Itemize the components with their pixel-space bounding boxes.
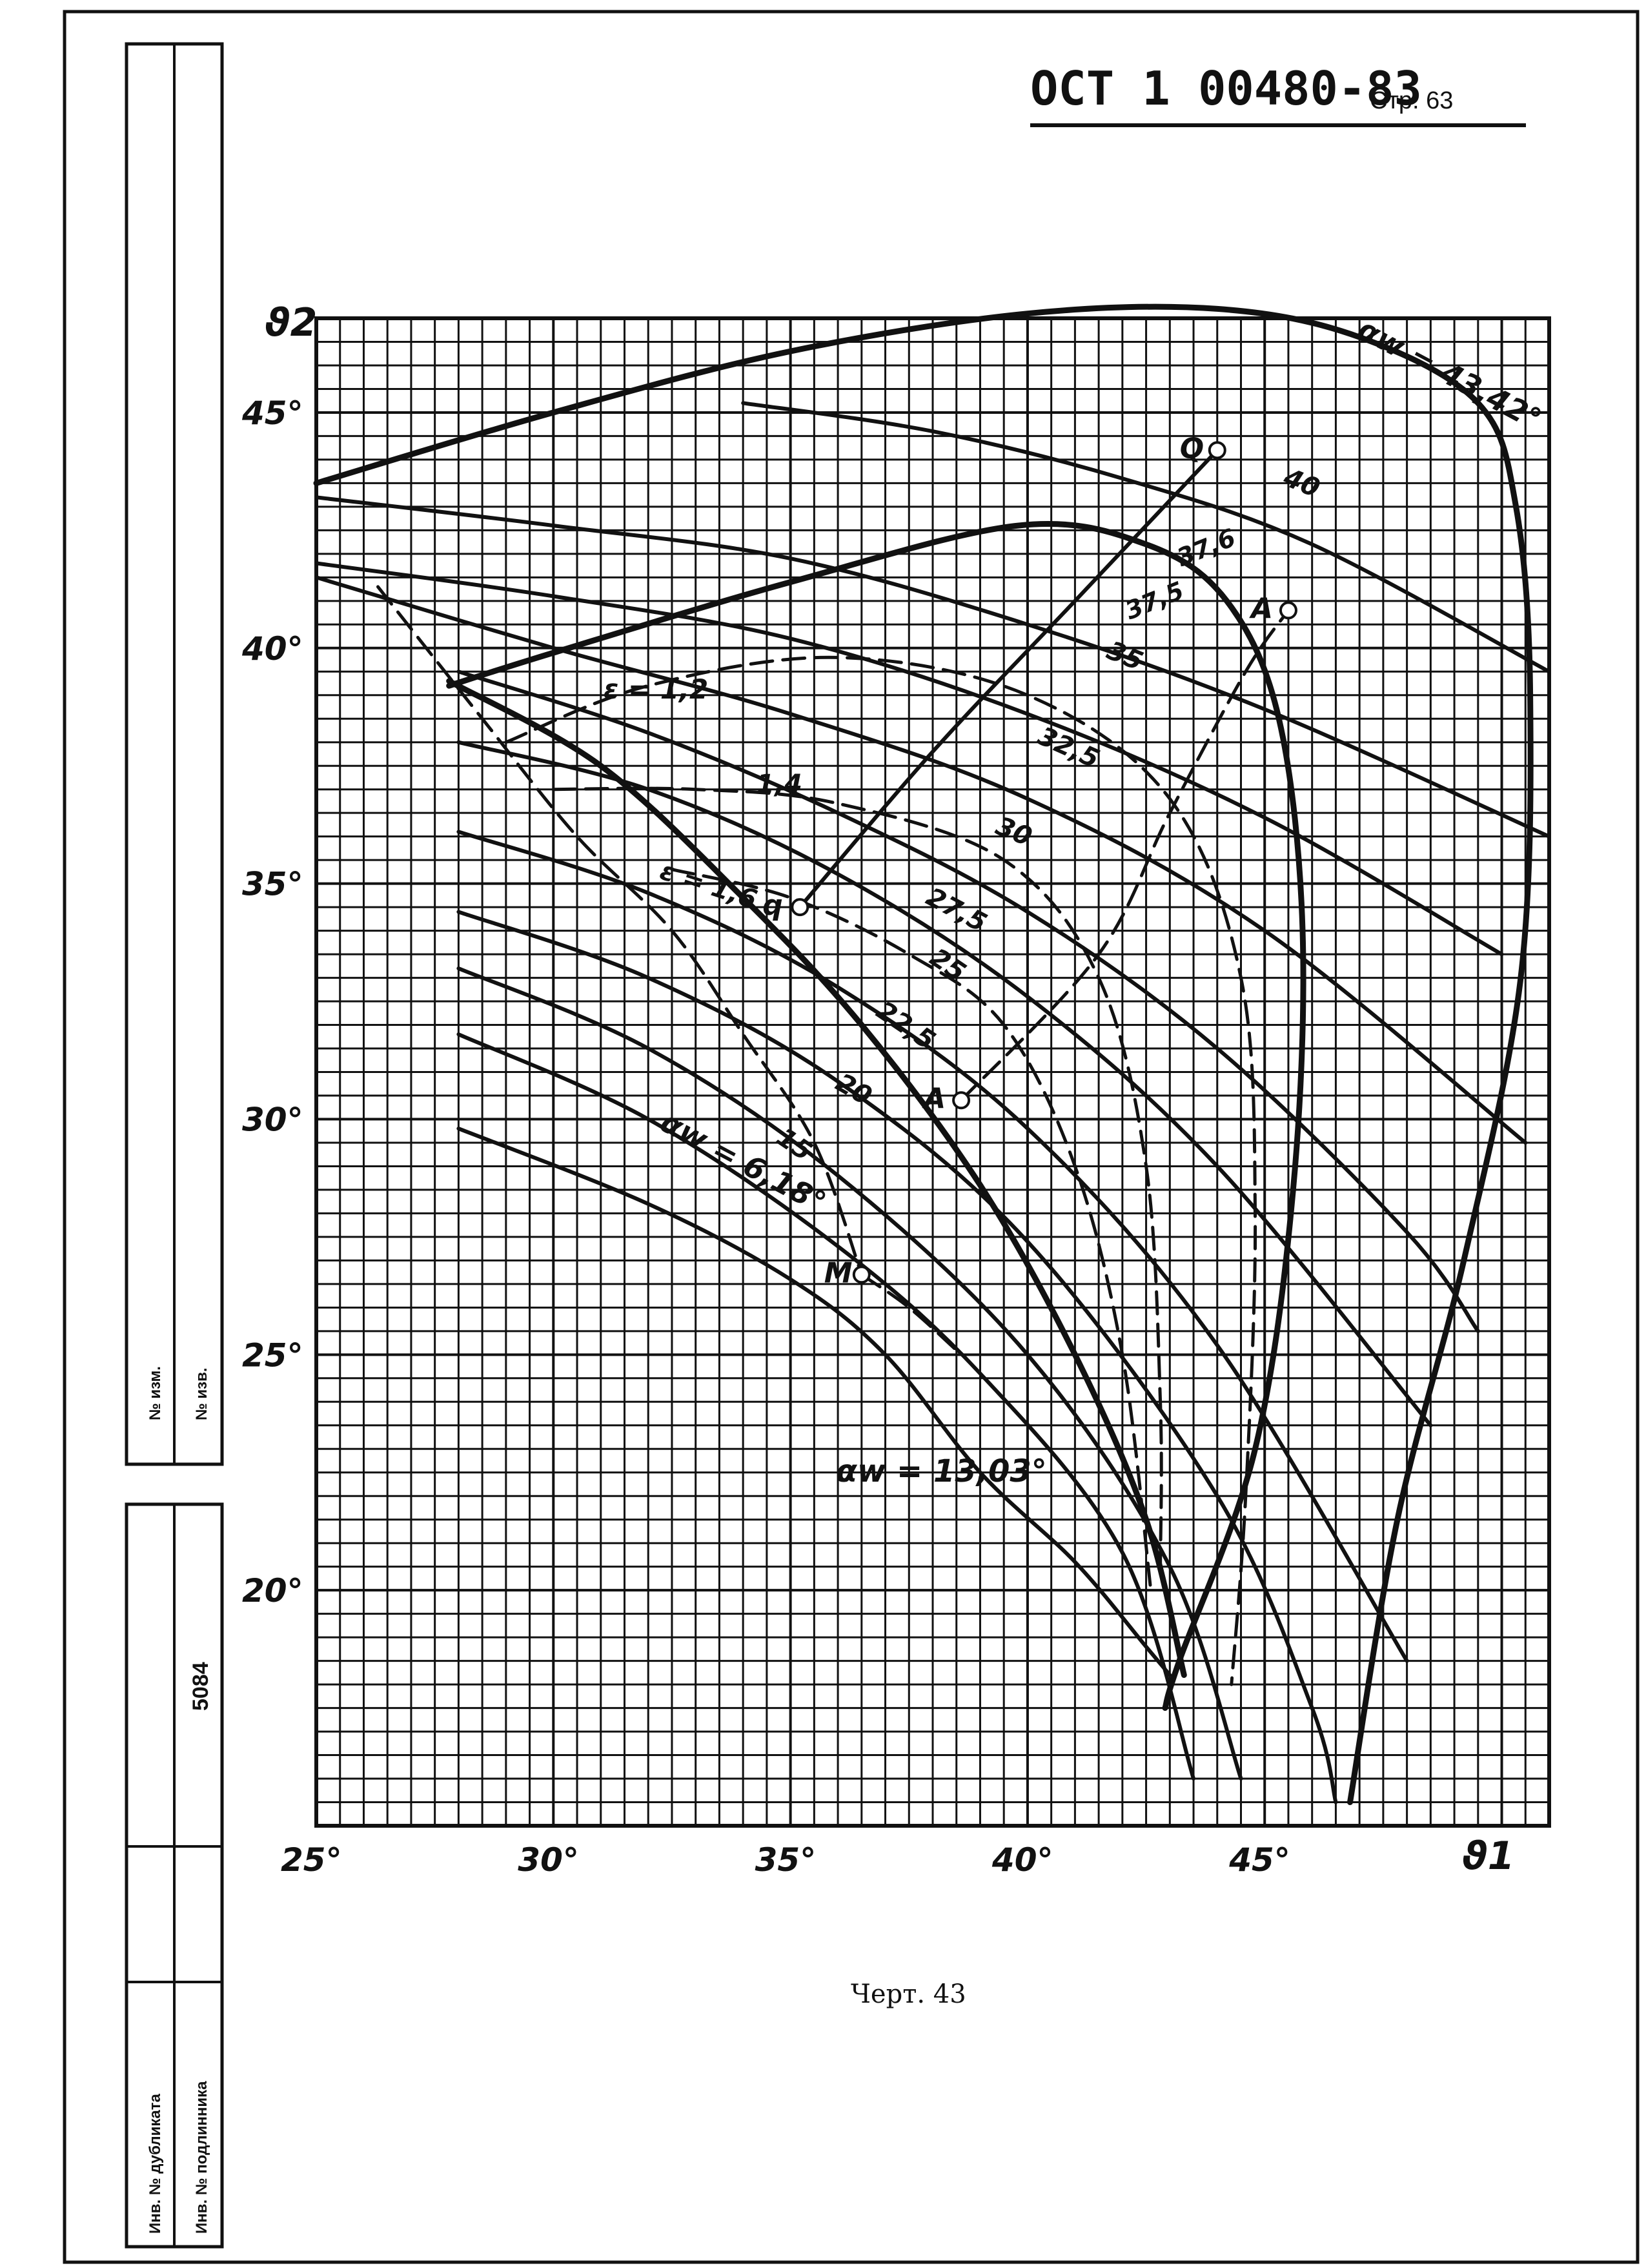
stamp-orig-inv: Инв. № подлинника [193,2081,210,2234]
plot-border [314,316,1551,1828]
stamp-dup-inv: Инв. № дубликата [147,2094,164,2234]
series-line-10 [456,1127,1172,1677]
x-tick-label: 25° [281,1841,342,1879]
label-alpha-43: αw = 43,42° [1352,311,1547,437]
series-line-11 [313,303,1534,1805]
series-line-5 [456,740,1433,1427]
series-line-8 [456,966,1243,1781]
chart-points: M A A Qq [762,432,1297,1289]
point-label-4: q [762,889,783,922]
series-line-19 [959,608,1290,1102]
series-line-1 [314,495,1551,839]
point-label-3: Q [1180,432,1204,465]
y-tick-label: 40° [241,630,303,668]
y-tick-label: 25° [242,1336,303,1374]
label-35: 35 [1102,636,1147,677]
point-marker-4 [791,898,809,917]
series-line-9 [456,1032,1195,1781]
series-line-17 [376,585,864,1276]
series-line-2 [314,561,1504,957]
side-stamp: № изм. № изв. Инв. № дубликата Инв. № по… [125,42,224,2249]
chart-curves [313,303,1551,1805]
point-label-0: M [824,1256,853,1289]
series-line-6 [456,830,1409,1663]
stamp-inv-number: 5084 [188,1662,213,1711]
y-axis-label: ϑ2 [265,300,317,345]
series-line-20 [798,448,1219,910]
series-line-7 [456,910,1338,1804]
series-line-14 [504,655,1257,1686]
y-tick-label: 30° [242,1101,303,1138]
label-alpha-13: αw = 13,03° [836,1453,1047,1489]
label-eps-1-2: ε = 1,2 [604,673,708,705]
x-tick-label: 35° [755,1841,817,1879]
series-line-4 [456,669,1480,1333]
series-line-3 [314,575,1528,1145]
page-number: Стр. 63 [1370,87,1453,114]
label-30: 30 [991,812,1036,853]
document-code: ОСТ 1 00480-83 [1030,61,1422,116]
series-line-12 [446,521,1306,1711]
x-tick-label: 40° [991,1841,1053,1879]
series-line-15 [551,786,1163,1569]
label-40: 40 [1279,462,1324,504]
point-label-2: A [1249,592,1273,625]
point-marker-0 [852,1265,871,1284]
x-tick-label: 45° [1228,1841,1290,1879]
page-frame [63,10,1640,2264]
x-axis-label: ϑ1 [1462,1834,1514,1879]
y-tick-label: 35° [242,866,303,903]
figure-caption: Черт. 43 [851,1979,966,2009]
point-marker-2 [1279,601,1297,620]
series-line-18 [860,1272,963,1356]
point-marker-1 [952,1091,971,1110]
label-eps-1-4: 1,4 [757,770,802,799]
chart-ticks: 25° 30° 35° 40° 45° 20° 25° 30° 35° 40° 45° [241,394,1290,1879]
point-label-1: A [922,1082,946,1115]
series-line-13 [446,678,1187,1678]
x-tick-label: 30° [518,1841,579,1879]
point-marker-3 [1208,441,1226,460]
y-tick-label: 20° [242,1572,303,1609]
stamp-change-2: № изв. [193,1367,210,1420]
y-tick-label: 45° [241,394,303,432]
stamp-change-1: № изм. [147,1366,164,1420]
label-37-5: 37,5 [1121,576,1188,625]
series-line-0 [741,401,1551,674]
